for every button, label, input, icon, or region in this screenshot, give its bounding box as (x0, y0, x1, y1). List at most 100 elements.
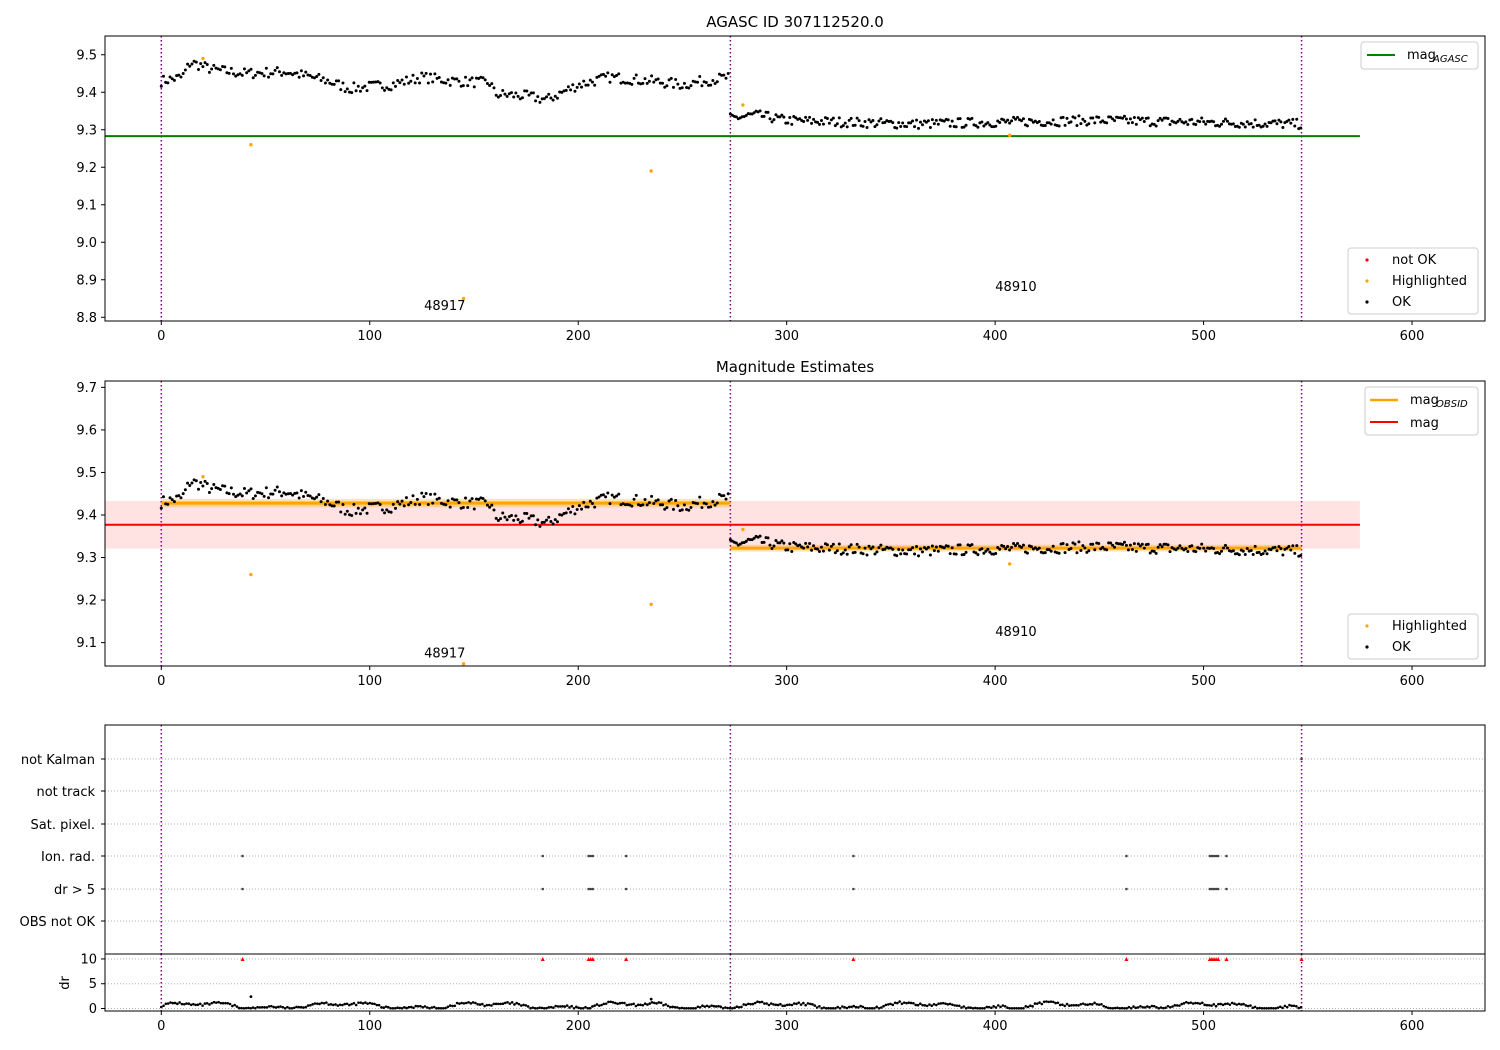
ok-point (819, 119, 823, 123)
ok-point (982, 124, 986, 128)
dr-point (1001, 1004, 1005, 1007)
estimates-panel-axes: 0 100 200 300 400 500 600 9.1 9.2 9.3 9.4 9.5 9.6 9.7 (76, 381, 1424, 689)
ok-point (1029, 118, 1033, 122)
ok-point (1285, 546, 1289, 550)
ok-point (1091, 542, 1095, 546)
highlighted-point (1008, 133, 1012, 138)
dr-point (1049, 1000, 1053, 1003)
dr-point (1088, 1002, 1092, 1006)
dr-point (1274, 1006, 1278, 1010)
dr-point (524, 1004, 528, 1007)
flag-point (1225, 854, 1228, 858)
dr-point (733, 1006, 736, 1010)
ok-point (260, 492, 264, 496)
dr-point (529, 1006, 532, 1010)
ok-point (1156, 545, 1160, 549)
ok-point (623, 81, 627, 85)
dr-point (987, 1005, 991, 1009)
highlighted-point (461, 296, 466, 301)
ok-point (249, 487, 253, 491)
ok-point (547, 92, 551, 96)
ok-point (564, 88, 568, 92)
ok-point (812, 544, 816, 548)
dr-point (405, 1006, 408, 1010)
ok-point (974, 551, 978, 555)
dr-point (435, 1006, 438, 1010)
ok-point (172, 78, 176, 82)
dr-point (783, 1004, 787, 1007)
ok-point (319, 79, 323, 83)
ok-point (911, 119, 915, 123)
ok-point (770, 120, 774, 124)
ok-point (383, 88, 387, 92)
ok-point (1160, 545, 1164, 549)
ok-point (816, 547, 820, 551)
dr-point (432, 1005, 436, 1009)
ok-point (424, 71, 428, 75)
dr-point (196, 1003, 200, 1007)
y-tick-label: 9.3 (76, 123, 97, 138)
ok-point (444, 503, 448, 507)
dr-point (1219, 1002, 1222, 1006)
ok-point (1148, 551, 1152, 555)
legend-marker-ok (1365, 645, 1369, 649)
ok-point (899, 124, 903, 128)
ok-point (380, 508, 384, 512)
dr-point (283, 1006, 287, 1010)
dr-point (957, 1004, 961, 1008)
ok-point (1093, 121, 1097, 125)
ok-point (352, 81, 356, 85)
ok-point (477, 76, 481, 80)
dr-point (641, 1003, 645, 1007)
ok-point (210, 67, 214, 71)
dr-point (935, 1003, 938, 1007)
y-tick-label: 8.8 (76, 311, 97, 326)
dr-point (614, 1001, 617, 1005)
dr-point (985, 1005, 989, 1009)
dr-point (951, 1003, 954, 1006)
ok-point (891, 121, 895, 125)
dr-point (233, 1003, 236, 1007)
ok-point (542, 520, 546, 524)
ok-point (1231, 122, 1235, 126)
ok-point (509, 513, 513, 517)
ok-point (899, 552, 903, 556)
ok-point (816, 120, 820, 124)
ok-point (547, 515, 551, 519)
dr-point (721, 1006, 725, 1010)
ok-point (911, 546, 915, 550)
dr-point (889, 1002, 892, 1006)
ok-point (1130, 121, 1134, 125)
dr-point (187, 1002, 191, 1006)
dr-point (1168, 1005, 1172, 1009)
ok-point (1057, 551, 1061, 555)
ok-point (590, 80, 594, 84)
ok-point (1136, 542, 1140, 546)
ok-point (1029, 545, 1033, 549)
ok-point (926, 119, 930, 123)
ok-point (196, 68, 200, 72)
x-tick-label: 400 (983, 674, 1008, 689)
dr-point (382, 1006, 386, 1010)
ok-point (717, 492, 721, 496)
dr-point (478, 1003, 482, 1006)
ok-point (332, 504, 336, 508)
dr-point (880, 1006, 883, 1009)
ok-point (913, 552, 917, 556)
dr-point (1256, 1006, 1259, 1010)
ok-point (212, 482, 216, 486)
ok-point (1212, 546, 1216, 550)
dr-point (1189, 1001, 1193, 1004)
dr-point (657, 1001, 661, 1004)
ok-point (936, 122, 940, 126)
dr-point (1164, 1006, 1167, 1010)
ok-point (612, 495, 616, 499)
dr-point (918, 1002, 922, 1005)
dr-point (309, 1004, 312, 1007)
dr-point (462, 1002, 466, 1005)
ok-point (551, 98, 555, 102)
ok-point (1016, 115, 1020, 119)
ok-point (566, 85, 570, 89)
y-tick-label: 9.7 (76, 381, 97, 396)
ok-point (1220, 122, 1224, 126)
